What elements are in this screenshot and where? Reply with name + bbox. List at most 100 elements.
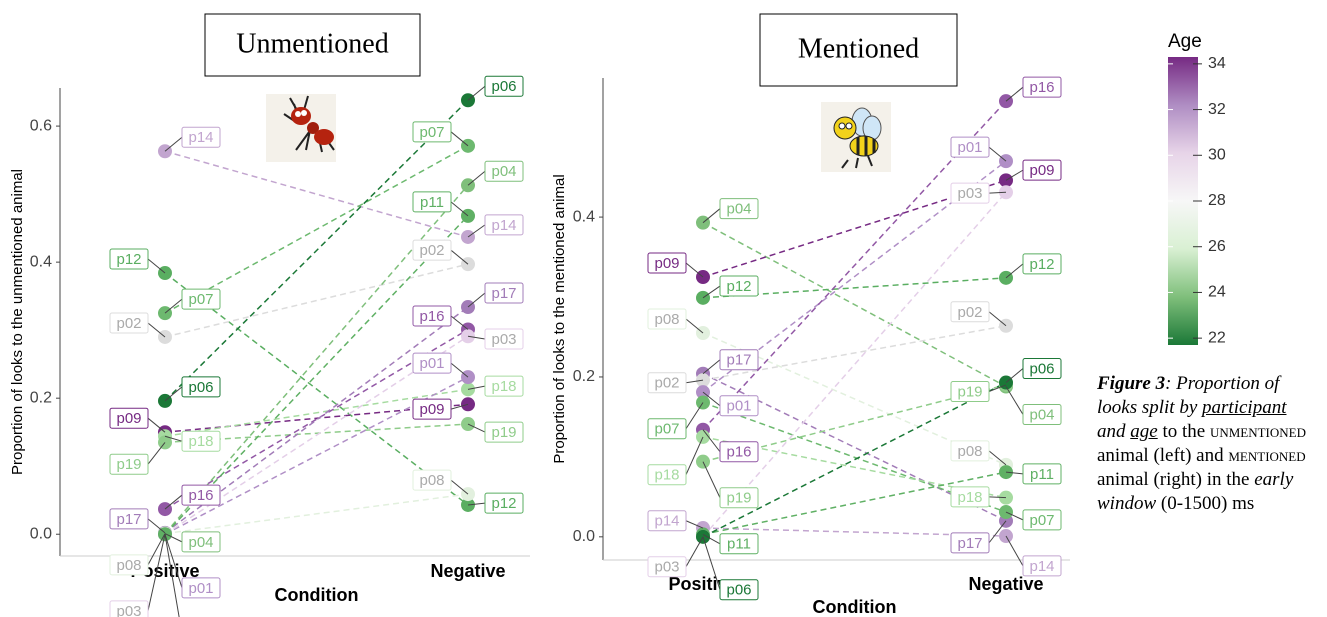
- point-label: p04: [1029, 407, 1054, 424]
- point-label: p07: [654, 421, 679, 438]
- label-connector: [703, 360, 720, 374]
- point-label: p16: [419, 308, 444, 325]
- point-label: p08: [116, 557, 141, 574]
- label-connector: [451, 202, 468, 216]
- caption-part: animal (right) in the: [1097, 469, 1254, 490]
- point-label: p19: [726, 490, 751, 507]
- point-label: p04: [188, 534, 213, 551]
- point-label: p18: [654, 467, 679, 484]
- point-label: p08: [419, 472, 444, 489]
- point-label: p01: [957, 139, 982, 156]
- point-label: p17: [957, 535, 982, 552]
- point-label: p19: [491, 424, 516, 441]
- colorbar-tick-label: 22: [1208, 329, 1226, 346]
- point-label: p16: [188, 487, 213, 504]
- caption-part: Figure 3: [1097, 373, 1165, 394]
- colorbar-tick-label: 28: [1208, 192, 1226, 209]
- label-connector: [686, 263, 703, 277]
- point-label: p16: [726, 444, 751, 461]
- point-label: p17: [116, 511, 141, 528]
- point-label: p03: [957, 185, 982, 202]
- ant-icon: [266, 94, 336, 162]
- x-axis-label: Condition: [275, 585, 359, 605]
- bee-icon: [821, 102, 891, 172]
- point-label: p14: [654, 513, 679, 530]
- y-tick-label: 0.4: [573, 208, 595, 225]
- label-connector: [703, 462, 720, 498]
- colorbar-tick-label: 24: [1208, 284, 1226, 301]
- point-label: p12: [491, 495, 516, 512]
- point-label: p09: [116, 410, 141, 427]
- point-label: p06: [1029, 361, 1054, 378]
- point-label: p14: [491, 217, 516, 234]
- y-tick-label: 0.0: [30, 525, 52, 542]
- y-axis-label: Proportion of looks to the mentioned ani…: [551, 174, 568, 463]
- label-connector: [165, 137, 182, 151]
- point-label: p12: [116, 251, 141, 268]
- label-connector: [686, 537, 703, 567]
- label-connector: [1006, 264, 1023, 278]
- point-label: p02: [957, 304, 982, 321]
- point-label: p01: [726, 398, 751, 415]
- point-label: p18: [957, 489, 982, 506]
- point-label: p06: [491, 78, 516, 95]
- y-axis-label: Proportion of looks to the unmentioned a…: [9, 169, 26, 475]
- label-connector: [1006, 536, 1023, 566]
- x-tick-label: Negative: [430, 561, 505, 581]
- point-label: p02: [116, 315, 141, 332]
- caption-part: and: [1097, 421, 1130, 442]
- label-connector: [165, 387, 182, 401]
- point-label: p08: [654, 311, 679, 328]
- point-label: p19: [957, 384, 982, 401]
- point-label: p01: [188, 580, 213, 597]
- label-connector: [686, 319, 703, 333]
- point-label: p09: [419, 401, 444, 418]
- point-label: p03: [491, 331, 516, 348]
- page: Unmentioned0.00.20.40.6PositiveNegativeC…: [0, 0, 1327, 617]
- caption-part: participant: [1202, 397, 1286, 418]
- point-label: p04: [726, 201, 751, 218]
- point-label: p07: [188, 291, 213, 308]
- point-label: p11: [727, 536, 751, 553]
- label-connector: [451, 250, 468, 264]
- label-connector: [451, 316, 468, 329]
- caption-part: to the: [1158, 421, 1210, 442]
- colorbar-tick-label: 34: [1208, 55, 1226, 72]
- point-label: p19: [116, 456, 141, 473]
- label-connector: [165, 299, 182, 313]
- caption-part: (0-1500) ms: [1156, 493, 1254, 514]
- point-label: p17: [491, 285, 516, 302]
- label-connector: [451, 363, 468, 377]
- label-connector: [468, 86, 485, 100]
- colorbar-tick-label: 30: [1208, 147, 1226, 164]
- point-label: p14: [188, 129, 213, 146]
- point-label: p14: [1029, 558, 1054, 575]
- label-connector: [451, 132, 468, 146]
- point-label: p18: [188, 433, 213, 450]
- point-label: p09: [654, 255, 679, 272]
- caption-part: animal (left) and: [1097, 445, 1228, 466]
- y-tick-label: 0.2: [573, 368, 595, 385]
- label-connector: [148, 259, 165, 273]
- label-connector: [703, 209, 720, 223]
- point-label: p01: [419, 355, 444, 372]
- label-connector: [148, 323, 165, 337]
- y-tick-label: 0.0: [573, 528, 595, 545]
- label-connector: [165, 495, 182, 509]
- point-label: p06: [726, 582, 751, 599]
- point-label: p08: [957, 443, 982, 460]
- point-label: p12: [1029, 256, 1054, 273]
- point-label: p06: [188, 379, 213, 396]
- label-connector: [989, 147, 1006, 161]
- label-connector: [1006, 87, 1023, 101]
- label-connector: [989, 312, 1006, 326]
- colorbar-tick-label: 26: [1208, 238, 1226, 255]
- point-label: p11: [420, 194, 444, 211]
- point-label: p17: [726, 352, 751, 369]
- colorbar-tick-label: 32: [1208, 101, 1226, 118]
- point-label: p02: [654, 375, 679, 392]
- caption-part: age: [1130, 421, 1157, 442]
- label-connector: [148, 418, 165, 432]
- label-connector: [1006, 369, 1023, 383]
- label-connector: [468, 171, 485, 185]
